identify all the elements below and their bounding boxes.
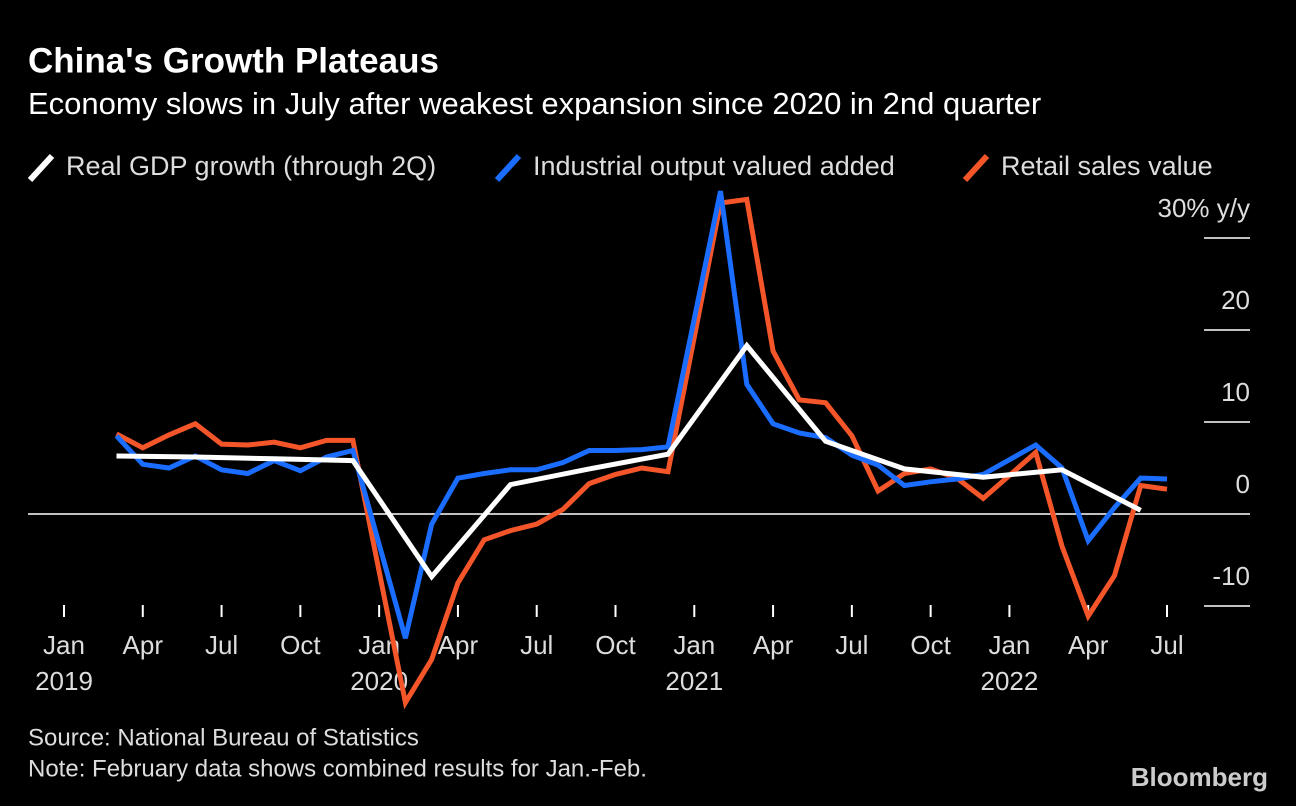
legend-swatch (494, 153, 522, 183)
chart-title: China's Growth Plateaus (28, 41, 439, 80)
x-tick-label: Jan (988, 630, 1030, 660)
x-tick-label: Apr (438, 630, 479, 660)
x-tick-label: Jul (835, 630, 868, 660)
series-line (116, 341, 1142, 581)
x-tick-label: Jul (520, 630, 553, 660)
legend-swatch (962, 153, 990, 183)
x-tick-label: Apr (753, 630, 794, 660)
y-tick-label: 20 (1221, 285, 1250, 315)
x-tick-label: Oct (595, 630, 636, 660)
source: Source: National Bureau of Statistics (28, 724, 419, 751)
x-year-label: 2022 (981, 666, 1039, 696)
x-tick-label: Jul (205, 630, 238, 660)
x-tick-label: Jan (43, 630, 85, 660)
brand: Bloomberg (1131, 762, 1268, 792)
series-line (114, 190, 1168, 639)
legend-label: Retail sales value (1001, 151, 1213, 181)
note: Note: February data shows combined resul… (28, 755, 647, 782)
x-tick-label: Apr (123, 630, 164, 660)
x-tick-label: Oct (280, 630, 321, 660)
y-tick-label: 0 (1236, 469, 1250, 499)
x-tick-label: Jul (1150, 630, 1183, 660)
series-line (115, 196, 1168, 710)
legend-label: Industrial output valued added (533, 151, 895, 181)
x-tick-label: Jan (673, 630, 715, 660)
chart-subtitle: Economy slows in July after weakest expa… (28, 86, 1041, 121)
y-tick-label: 30% y/y (1158, 193, 1251, 223)
legend-label: Real GDP growth (through 2Q) (66, 151, 436, 181)
y-tick-label: 10 (1221, 377, 1250, 407)
x-year-label: 2021 (665, 666, 723, 696)
legend-swatch (27, 153, 55, 183)
x-year-label: 2019 (35, 666, 93, 696)
x-tick-label: Oct (910, 630, 951, 660)
x-tick-label: Apr (1068, 630, 1109, 660)
y-tick-label: -10 (1212, 561, 1250, 591)
